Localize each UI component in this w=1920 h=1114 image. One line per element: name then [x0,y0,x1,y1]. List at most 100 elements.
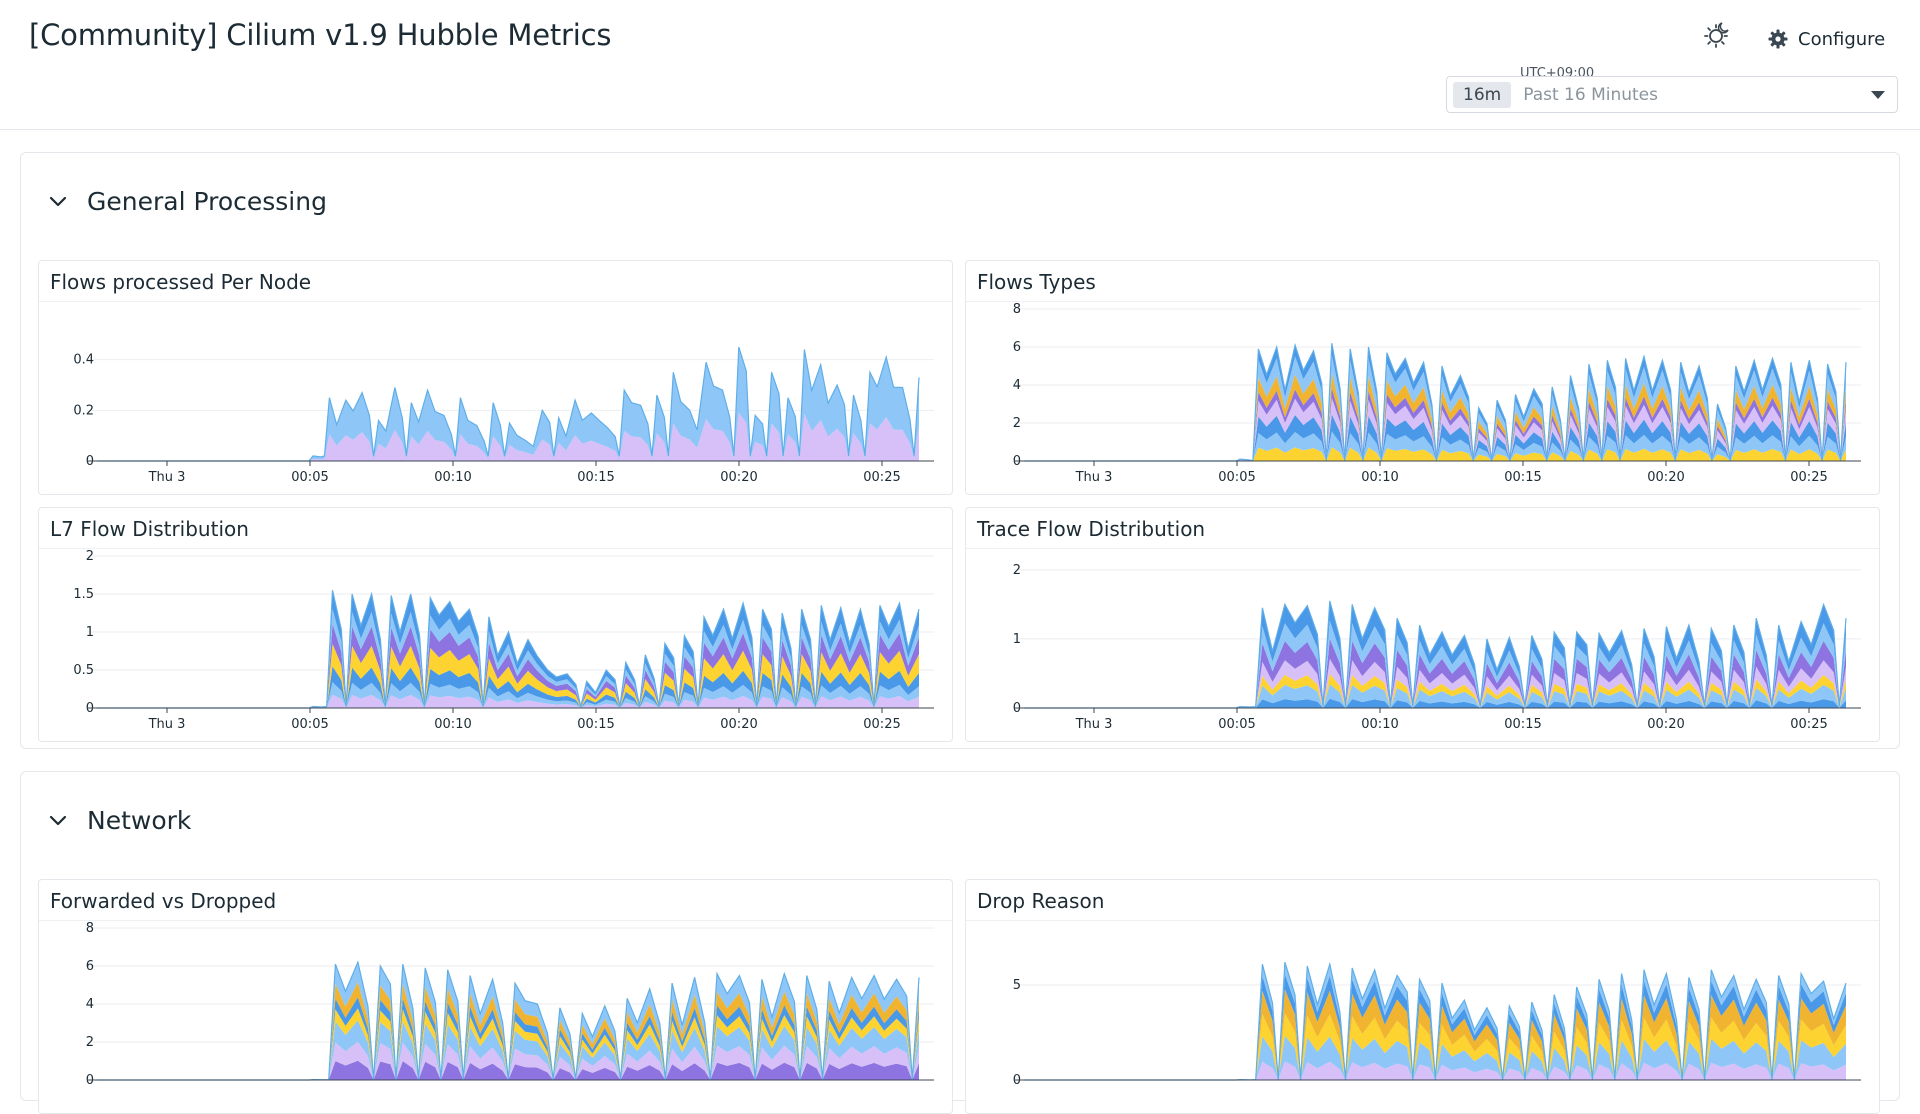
y-tick-label: 1 [1013,632,1021,647]
y-tick-label: 2 [86,549,94,564]
y-tick-label: 2 [86,1035,94,1050]
series-area-6 [1024,600,1846,708]
configure-button[interactable]: Configure [1768,22,1885,56]
x-tick-label: 00:10 [434,717,471,732]
widget-flows-processed-per-node[interactable]: Flows processed Per Node 0 0.2 0.4 Thu 3 00:… [38,260,953,495]
widget-title: Drop Reason [977,889,1105,913]
widget-divider [966,548,1879,549]
series-area-1 [97,1041,919,1080]
series-outline [1024,342,1847,462]
widget-title: Flows Types [977,270,1096,294]
series-area-0 [97,694,919,708]
x-tick-label: Thu 3 [1075,470,1113,485]
x-tick-label: 00:05 [1218,470,1255,485]
series-area-4 [97,623,919,708]
series-area-4 [1024,388,1846,461]
x-tick-label: 00:15 [1504,717,1541,732]
series-area-0 [1024,1061,1846,1080]
time-range-picker[interactable]: 16m Past 16 Minutes [1446,76,1898,113]
series-area-2 [1024,673,1846,708]
y-tick-label: 4 [86,997,94,1012]
widget-l7-flow-distribution[interactable]: L7 Flow Distribution 0 0.5 1 1.5 2 Thu 3 00:05… [38,507,953,742]
page-title: [Community] Cilium v1.9 Hubble Metrics [29,18,612,52]
widget-title: Trace Flow Distribution [977,517,1206,541]
y-tick-label: 6 [86,959,94,974]
series-area-6 [1024,354,1846,461]
group-title: General Processing [87,187,327,216]
series-area-0 [1024,447,1846,461]
widget-divider [966,920,1879,921]
series-area-1 [97,682,919,708]
series-area-7 [1024,343,1846,461]
series-outline [1024,961,1847,1081]
x-tick-label: 00:25 [1790,470,1827,485]
x-tick-label: Thu 3 [148,717,186,732]
y-tick-label: 2 [1013,563,1021,578]
time-range-badge: 16m [1453,81,1512,108]
widget-divider [39,548,952,549]
group-toggle-general-processing[interactable]: General Processing [49,187,327,216]
chevron-down-icon [49,196,67,206]
x-tick-label: 00:25 [1790,717,1827,732]
series-area-3 [1024,658,1846,708]
x-tick-label: 00:20 [720,470,757,485]
y-tick-label: 8 [1013,302,1021,317]
theme-toggle-button[interactable] [1700,18,1734,52]
series-area-2 [1024,414,1846,461]
x-tick-label: 00:25 [863,717,900,732]
series-outline [1024,600,1847,709]
x-tick-label: 00:20 [1647,717,1684,732]
series-area-0 [97,412,919,461]
series-area-3 [1024,397,1846,461]
series-area-0 [97,1060,919,1080]
dashboard-header: [Community] Cilium v1.9 Hubble Metrics [0,0,1920,130]
widget-title: Flows processed Per Node [50,270,312,294]
y-tick-label: 1 [86,625,94,640]
x-tick-label: 00:05 [1218,717,1255,732]
series-area-1 [1024,1035,1846,1080]
y-tick-label: 4 [1013,378,1021,393]
widget-flows-types[interactable]: Flows Types 0 2 4 6 8 Thu 3 00:05 00:10 00:15 00:… [965,260,1880,495]
series-area-2 [97,666,919,708]
y-tick-label: 0.2 [73,403,94,418]
widget-divider [966,301,1879,302]
series-area-3 [97,643,919,708]
series-outline [97,590,920,709]
x-tick-label: 00:20 [720,717,757,732]
series-area-4 [1024,638,1846,708]
x-tick-label: Thu 3 [1075,717,1113,732]
widget-title: Forwarded vs Dropped [50,889,277,913]
series-area-1 [1024,684,1846,708]
x-tick-label: Thu 3 [148,470,186,485]
y-tick-label: 0.5 [73,663,94,678]
x-tick-label: 00:10 [1361,717,1398,732]
time-range-text: Past 16 Minutes [1523,84,1658,105]
caret-down-icon [1871,90,1885,99]
x-tick-label: 00:20 [1647,470,1684,485]
y-tick-label: 1.5 [73,587,94,602]
widget-title: L7 Flow Distribution [50,517,249,541]
y-tick-label: 6 [1013,340,1021,355]
series-outline [97,346,920,462]
chevron-down-icon [49,815,67,825]
group-toggle-network[interactable]: Network [49,806,191,835]
drop-reason-chart: 05 [1013,961,1861,1088]
group-general-processing: General Processing Flows processed Per N… [20,152,1900,749]
x-tick-label: 00:15 [577,717,614,732]
series-area-1 [97,347,919,461]
x-tick-label: 00:10 [1361,470,1398,485]
x-tick-label: 00:10 [434,470,471,485]
widget-trace-flow-distribution[interactable]: Trace Flow Distribution 0 1 2 Thu 3 00:05 00:… [965,507,1880,742]
widget-divider [39,920,952,921]
